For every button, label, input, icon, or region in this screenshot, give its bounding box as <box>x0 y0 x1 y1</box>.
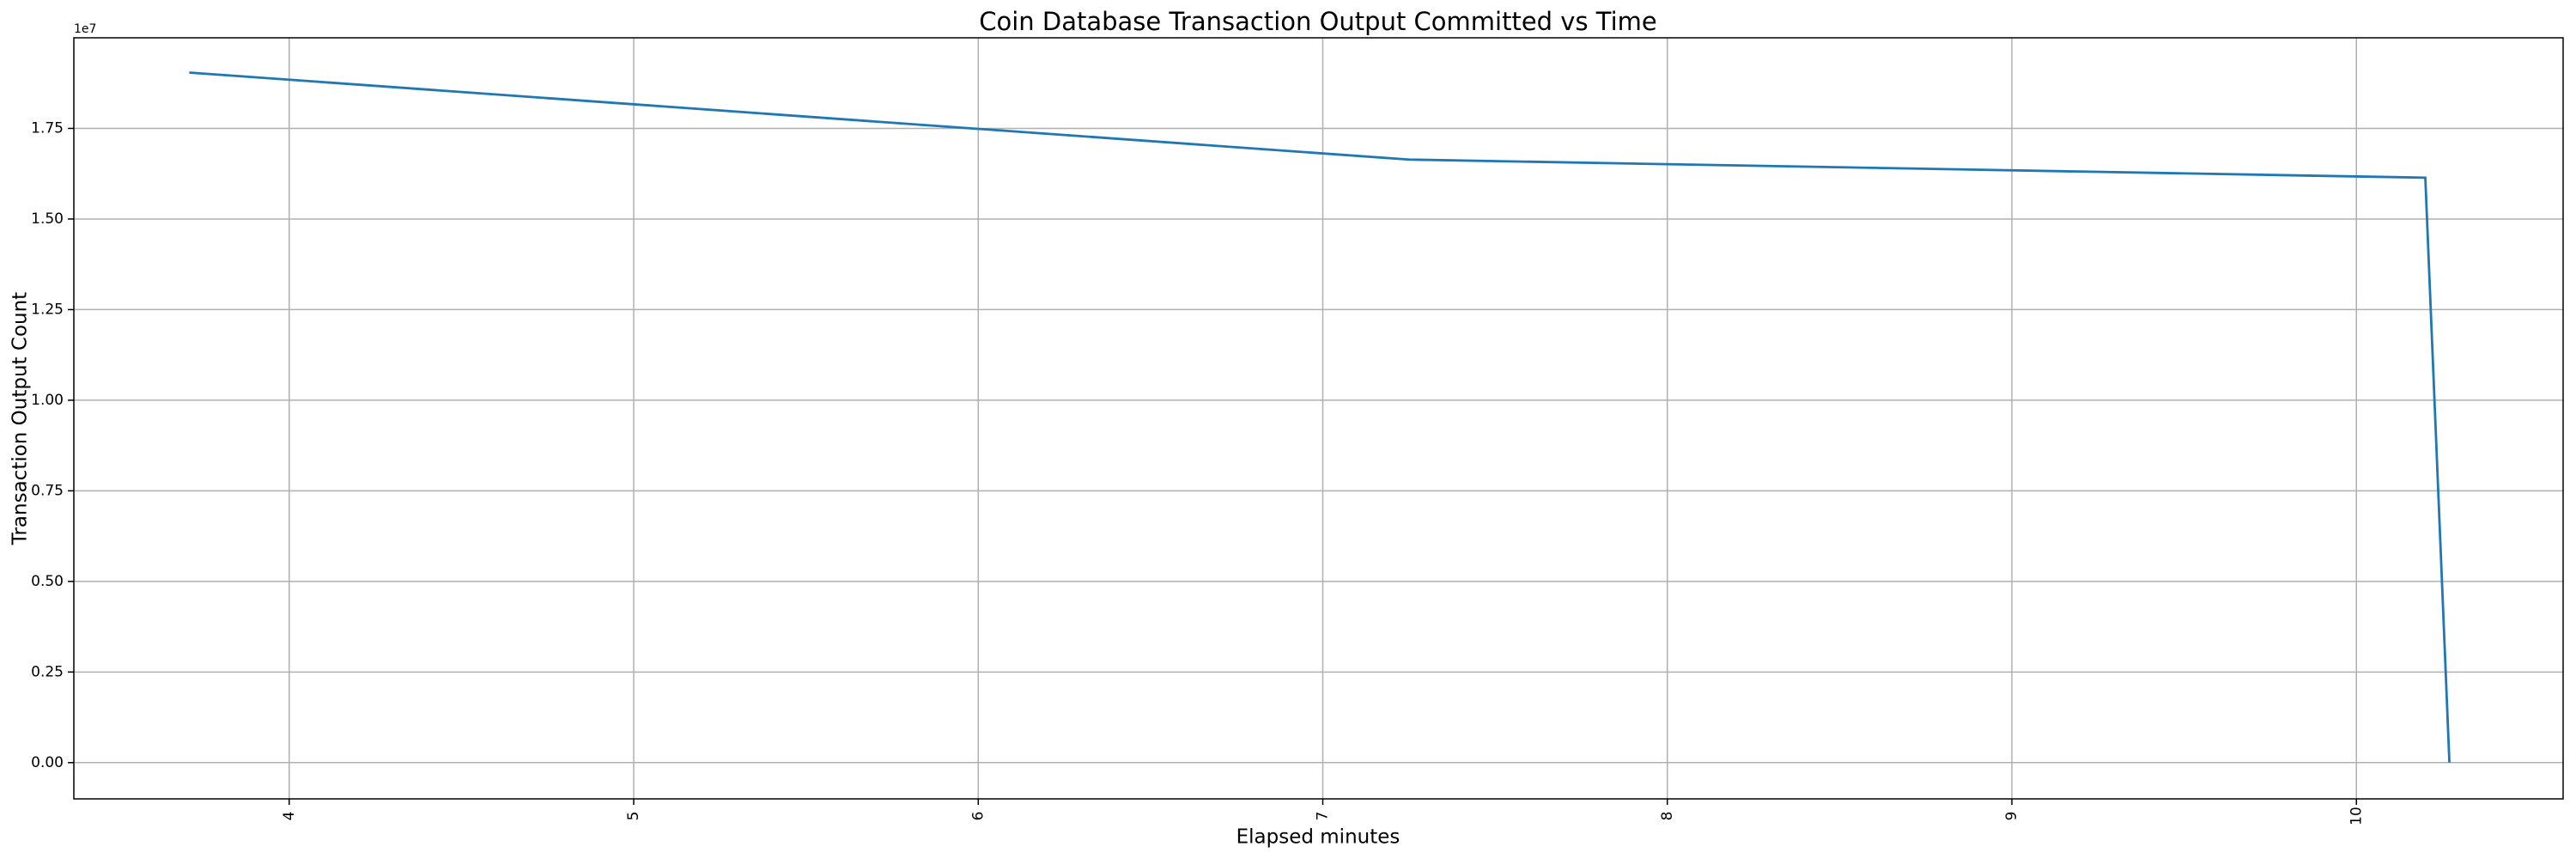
y-tick-label: 0.75 <box>31 482 64 499</box>
y-tick-label: 0.50 <box>31 573 64 590</box>
y-tick-label: 1.50 <box>31 210 64 228</box>
x-tick-label: 10 <box>2348 807 2365 825</box>
y-tick-label: 0.25 <box>31 663 64 680</box>
data-line <box>189 71 2451 763</box>
y-tick-label: 1.25 <box>31 301 64 318</box>
y-tick-label: 0.00 <box>31 754 64 771</box>
x-tick-label: 7 <box>1315 812 1332 821</box>
x-tick-label: 8 <box>1659 812 1676 821</box>
x-axis-label: Elapsed minutes <box>1236 826 1400 849</box>
x-tick-label: 5 <box>625 812 642 821</box>
x-tick-label: 6 <box>969 812 987 821</box>
plot-frame <box>73 37 2564 800</box>
y-tick-label: 1.00 <box>31 392 64 409</box>
x-tick-label: 4 <box>281 812 298 821</box>
y-offset-label: 1e7 <box>74 22 96 36</box>
chart-title: Coin Database Transaction Output Committ… <box>979 7 1657 36</box>
y-tick-label: 1.75 <box>31 119 64 137</box>
x-tick-label: 9 <box>2003 812 2020 821</box>
y-axis-label: Transaction Output Count <box>9 292 32 545</box>
